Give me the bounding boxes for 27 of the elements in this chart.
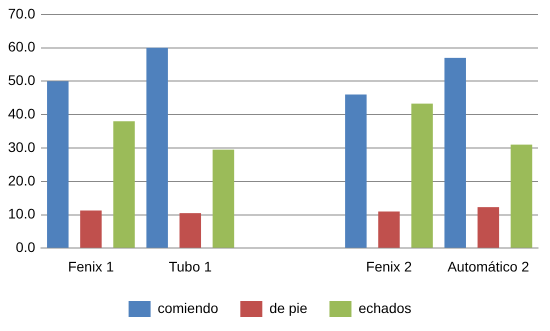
bar xyxy=(345,94,367,248)
bar xyxy=(113,121,135,248)
x-tick-label: Automático 2 xyxy=(447,258,530,274)
bar xyxy=(80,210,102,248)
y-tick-label: 50.0 xyxy=(8,72,36,88)
legend-label: echados xyxy=(358,300,412,316)
y-tick-label: 20.0 xyxy=(8,172,36,188)
legend-label: de pie xyxy=(269,300,308,316)
y-tick-label: 0.0 xyxy=(16,239,36,256)
y-tick-label: 60.0 xyxy=(8,38,36,55)
bar xyxy=(478,207,500,248)
legend-label: comiendo xyxy=(158,300,219,316)
bar xyxy=(212,150,234,248)
bar xyxy=(47,81,69,248)
bar xyxy=(378,211,400,248)
bar xyxy=(444,58,466,248)
bar xyxy=(180,213,202,248)
bar xyxy=(146,48,168,248)
x-tick-label: Tubo 1 xyxy=(168,258,212,274)
y-tick-label: 30.0 xyxy=(8,138,36,155)
bar xyxy=(411,104,433,248)
y-tick-label: 70.0 xyxy=(8,5,36,22)
x-tick-label: Fenix 2 xyxy=(366,258,412,274)
x-tick-label: Fenix 1 xyxy=(68,258,114,274)
y-tick-label: 10.0 xyxy=(8,206,36,222)
bar xyxy=(510,144,532,248)
y-tick-label: 40.0 xyxy=(8,105,36,122)
